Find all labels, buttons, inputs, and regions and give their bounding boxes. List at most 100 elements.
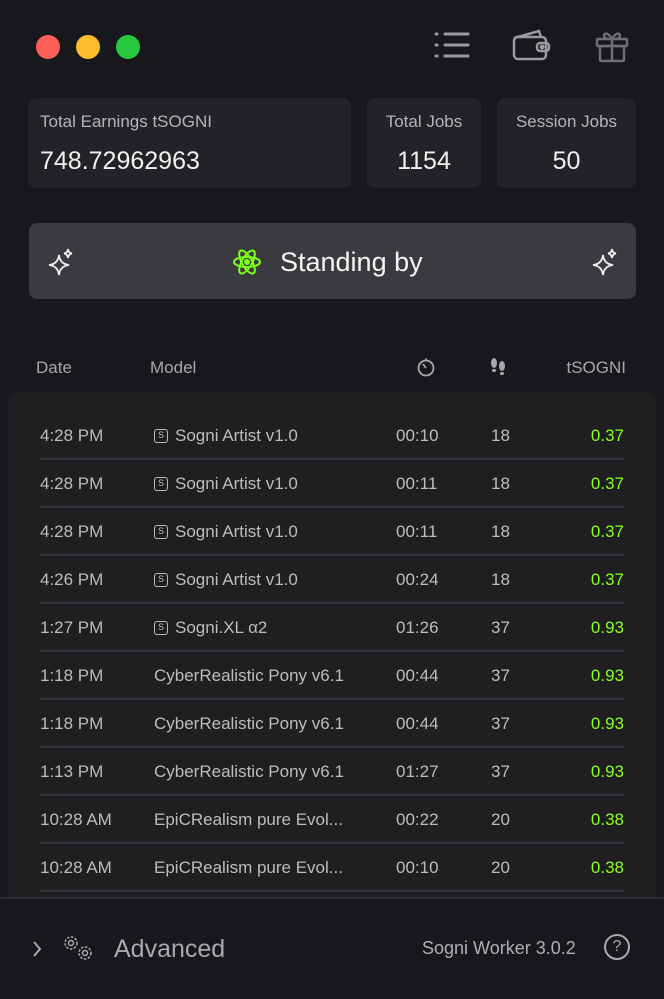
row-duration: 00:11 [396, 474, 438, 493]
row-model: EpiCRealism pure Evol... [154, 858, 343, 878]
row-amount: 0.37 [590, 426, 624, 445]
advanced-toggle[interactable]: Advanced [28, 929, 238, 969]
row-model-name: Sogni Artist v1.0 [175, 474, 298, 493]
row-duration: 00:44 [396, 714, 439, 733]
row-amount: 0.38 [590, 810, 624, 829]
row-model-name: Sogni.XL α2 [175, 618, 268, 637]
row-duration: 00:22 [396, 810, 439, 829]
row-date: 4:28 PM [40, 522, 104, 541]
row-duration: 00:11 [396, 522, 438, 541]
model-header[interactable]: Model [150, 358, 197, 377]
row-date: 10:28 AM [40, 810, 112, 829]
row-steps: 18 [491, 522, 510, 541]
help-button[interactable]: ? [604, 934, 630, 960]
row-model: CyberRealistic Pony v6.1 [154, 714, 344, 734]
gears-icon [64, 936, 92, 960]
table-row[interactable]: 1:18 PM CyberRealistic Pony v6.1 00:44 3… [40, 700, 624, 748]
sogni-badge-icon: S [154, 621, 168, 635]
row-amount: 0.93 [590, 714, 624, 733]
row-model: S Sogni Artist v1.0 [154, 474, 298, 494]
row-model-name: CyberRealistic Pony v6.1 [154, 762, 344, 781]
row-steps: 37 [491, 666, 510, 685]
table-row[interactable]: 10:28 AM EpiCRealism pure Evol... 00:22 … [40, 796, 624, 844]
list-icon[interactable] [432, 28, 472, 64]
table-row[interactable]: 4:28 PM S Sogni Artist v1.0 00:11 18 0.37 [40, 460, 624, 508]
help-icon: ? [612, 938, 622, 955]
row-duration: 00:10 [396, 858, 439, 877]
sparkle-icon [592, 248, 617, 276]
row-date: 1:27 PM [40, 618, 104, 637]
table-row[interactable]: 10:28 AM EpiCRealism pure Evol... 00:10 … [40, 844, 624, 892]
status-button[interactable]: Standing by [29, 223, 636, 299]
row-model: CyberRealistic Pony v6.1 [154, 762, 344, 782]
row-model: S Sogni Artist v1.0 [154, 522, 298, 542]
close-button[interactable] [36, 35, 60, 59]
advanced-label: Advanced [114, 935, 226, 963]
row-steps: 18 [491, 474, 510, 493]
sogni-badge-icon: S [154, 573, 168, 587]
row-steps: 20 [491, 810, 510, 829]
total-jobs-label: Total Jobs [385, 112, 463, 131]
row-model-name: Sogni Artist v1.0 [175, 570, 298, 589]
row-model-name: CyberRealistic Pony v6.1 [154, 666, 344, 685]
sparkle-icon [48, 248, 73, 276]
session-jobs-label: Session Jobs [515, 112, 618, 131]
version-label: Sogni Worker 3.0.2 [422, 938, 576, 958]
row-model-name: EpiCRealism pure Evol... [154, 810, 343, 829]
table-row[interactable]: 1:18 PM CyberRealistic Pony v6.1 00:44 3… [40, 652, 624, 700]
row-steps: 18 [491, 570, 510, 589]
chevron-right-icon [33, 941, 42, 957]
row-steps: 20 [491, 858, 510, 877]
table-row[interactable]: 4:26 PM S Sogni Artist v1.0 00:24 18 0.37 [40, 556, 624, 604]
row-duration: 00:24 [396, 570, 439, 589]
row-amount: 0.37 [590, 474, 624, 493]
row-model: EpiCRealism pure Evol... [154, 810, 343, 830]
footsteps-icon[interactable] [488, 357, 508, 377]
row-steps: 37 [491, 618, 510, 637]
row-duration: 01:26 [396, 618, 439, 637]
row-amount: 0.38 [590, 858, 624, 877]
row-duration: 01:27 [396, 762, 439, 781]
row-amount: 0.37 [590, 570, 624, 589]
row-model-name: EpiCRealism pure Evol... [154, 858, 343, 877]
row-amount: 0.93 [590, 762, 624, 781]
session-jobs-value: 50 [552, 147, 581, 175]
date-header[interactable]: Date [36, 358, 72, 377]
row-date: 4:28 PM [40, 426, 104, 445]
row-date: 4:26 PM [40, 570, 104, 589]
total-earnings-card: Total Earnings tSOGNI 748.72962963 [28, 98, 351, 188]
zoom-button[interactable] [116, 35, 140, 59]
row-model: S Sogni Artist v1.0 [154, 570, 298, 590]
table-row[interactable]: 4:28 PM S Sogni Artist v1.0 00:11 18 0.37 [40, 508, 624, 556]
row-model-name: Sogni Artist v1.0 [175, 426, 298, 445]
jobs-table[interactable]: 4:28 PM S Sogni Artist v1.0 00:10 18 0.37… [8, 392, 656, 898]
row-duration: 00:10 [396, 426, 439, 445]
minimize-button[interactable] [76, 35, 100, 59]
table-row[interactable]: 1:27 PM S Sogni.XL α2 01:26 37 0.93 [40, 604, 624, 652]
sogni-badge-icon: S [154, 429, 168, 443]
row-model-name: Sogni Artist v1.0 [175, 522, 298, 541]
footer: Advanced Sogni Worker 3.0.2 ? [0, 897, 664, 999]
row-steps: 18 [491, 426, 510, 445]
row-model: S Sogni Artist v1.0 [154, 426, 298, 446]
row-date: 1:18 PM [40, 714, 104, 733]
wallet-icon[interactable] [511, 28, 551, 64]
table-row[interactable]: 4:28 PM S Sogni Artist v1.0 00:10 18 0.37 [40, 412, 624, 460]
status-label: Standing by [280, 247, 423, 277]
amount-header[interactable]: tSOGNI [566, 358, 626, 377]
sogni-badge-icon: S [154, 477, 168, 491]
session-jobs-card: Session Jobs 50 [497, 98, 636, 188]
table-row[interactable]: 1:13 PM CyberRealistic Pony v6.1 01:27 3… [40, 748, 624, 796]
gift-icon[interactable] [592, 28, 632, 64]
sogni-badge-icon: S [154, 525, 168, 539]
row-date: 10:28 AM [40, 858, 112, 877]
atom-icon [233, 249, 261, 275]
row-date: 1:13 PM [40, 762, 104, 781]
row-model: S Sogni.XL α2 [154, 618, 267, 638]
row-amount: 0.93 [590, 618, 624, 637]
total-earnings-label: Total Earnings tSOGNI [40, 112, 212, 131]
row-amount: 0.93 [590, 666, 624, 685]
row-date: 4:28 PM [40, 474, 104, 493]
row-model: CyberRealistic Pony v6.1 [154, 666, 344, 686]
timer-icon[interactable] [416, 357, 436, 377]
